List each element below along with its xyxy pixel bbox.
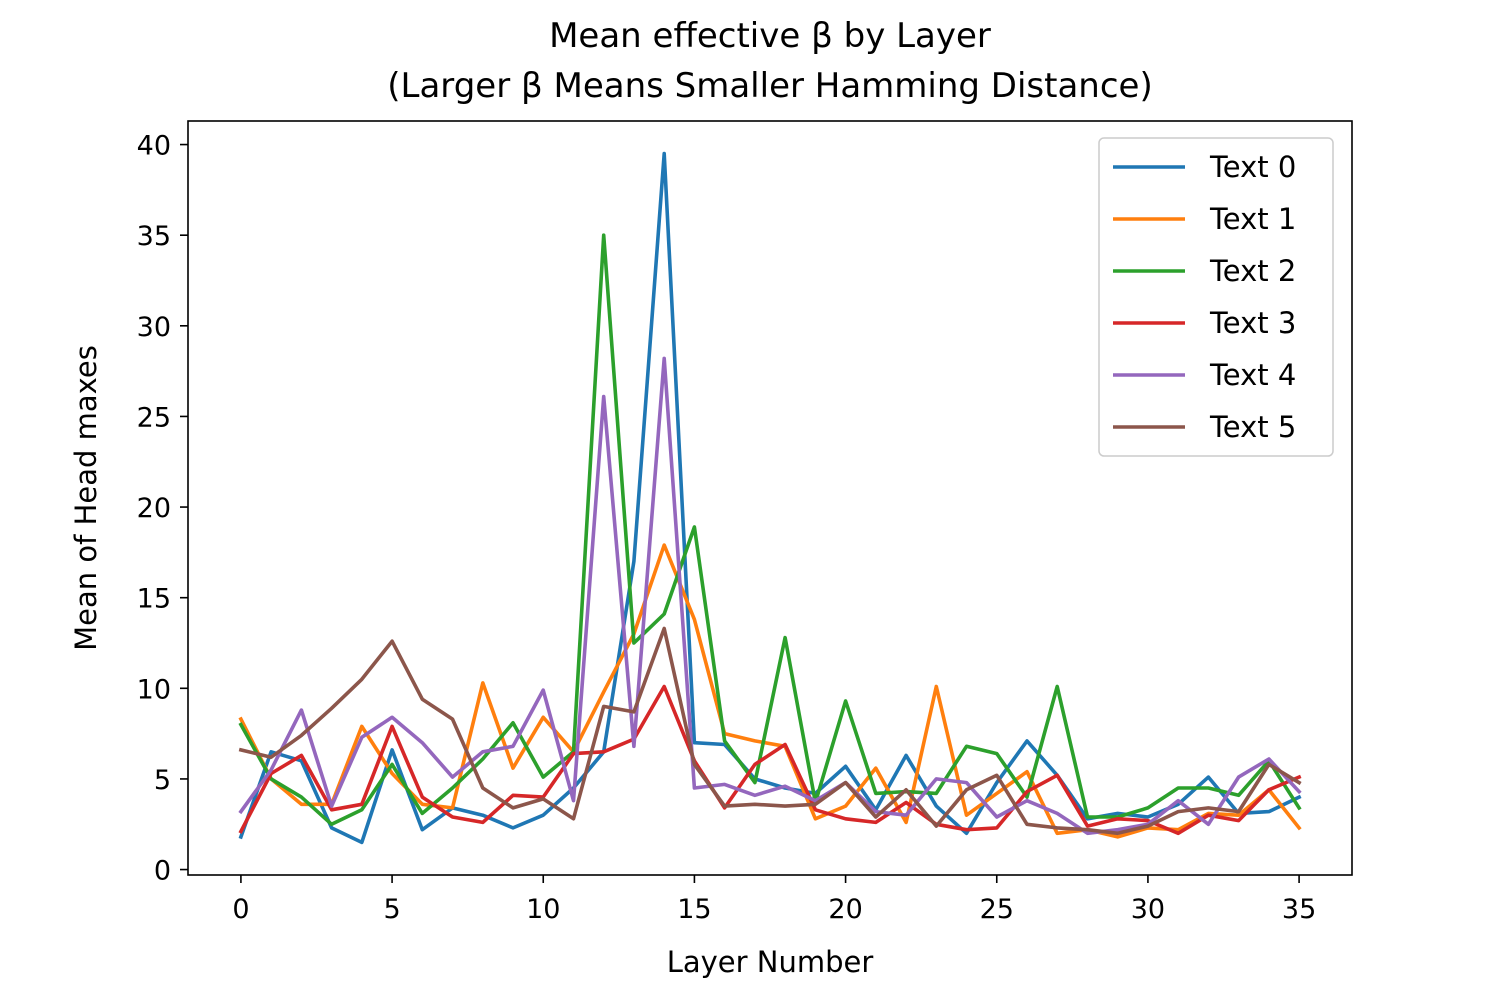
plot-frame (187, 120, 1353, 876)
x-tick-label: 25 (980, 894, 1014, 925)
legend: Text 0 Text 1 Text 2 Text 3 Text 4 Text 5 (1098, 137, 1334, 457)
y-tick-label: 25 (137, 402, 171, 433)
y-tick-label: 30 (137, 312, 171, 343)
y-axis-ticks: 0 5 10 15 20 25 30 35 40 (137, 131, 188, 887)
y-tick-label: 5 (154, 765, 171, 796)
x-tick-label: 35 (1282, 894, 1316, 925)
legend-items: Text 0 Text 1 Text 2 Text 3 Text 4 Text 5 (1113, 150, 1296, 444)
series-line-3 (238, 684, 1302, 836)
series-line-2 (238, 233, 1302, 827)
series-line-5 (238, 626, 1302, 836)
legend-label-5: Text 5 (1209, 410, 1296, 444)
y-tick-label: 20 (137, 493, 171, 524)
x-tick-label: 10 (526, 894, 560, 925)
chart-title-line2: (Larger β Means Smaller Hamming Distance… (387, 66, 1152, 106)
y-tick-label: 40 (137, 131, 171, 162)
plot-lines (238, 151, 1302, 845)
x-axis-ticks: 0 5 10 15 20 25 30 35 (232, 875, 1316, 925)
x-tick-label: 0 (232, 894, 249, 925)
y-tick-label: 15 (137, 584, 171, 615)
legend-label-0: Text 0 (1209, 150, 1296, 184)
series-line-1 (238, 543, 1302, 839)
series-line-4 (238, 356, 1302, 836)
y-axis-label: Mean of Head maxes (69, 345, 103, 651)
x-tick-label: 30 (1131, 894, 1165, 925)
x-tick-label: 15 (677, 894, 711, 925)
y-tick-label: 0 (154, 856, 171, 887)
y-tick-label: 35 (137, 221, 171, 252)
legend-label-4: Text 4 (1209, 358, 1296, 392)
chart-title-line1: Mean effective β by Layer (549, 16, 991, 56)
legend-label-1: Text 1 (1209, 202, 1296, 236)
legend-label-3: Text 3 (1209, 306, 1296, 340)
legend-label-2: Text 2 (1209, 254, 1296, 288)
x-tick-label: 5 (383, 894, 400, 925)
legend-box (1098, 137, 1334, 457)
x-tick-label: 20 (828, 894, 862, 925)
y-tick-label: 10 (137, 674, 171, 705)
x-axis-label: Layer Number (667, 945, 874, 979)
